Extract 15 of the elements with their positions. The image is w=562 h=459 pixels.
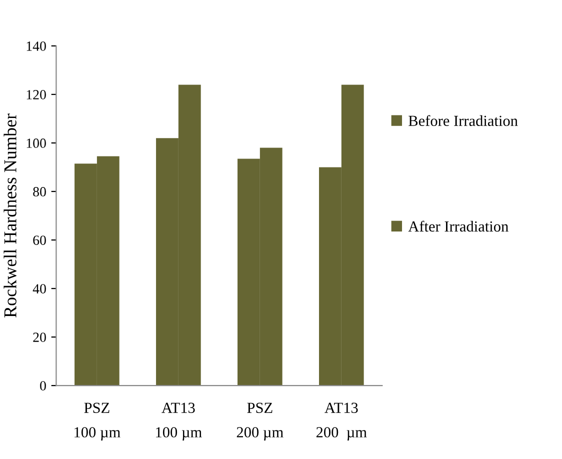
y-axis-title: Rockwell Hardness Number <box>4 114 16 318</box>
x-tick-label: AT13 200 µm <box>316 402 367 441</box>
legend-label: Before Irradiation <box>408 115 518 126</box>
x-tick-label: PSZ 200 µm <box>236 402 284 441</box>
y-tick-label: 20 <box>33 332 46 342</box>
x-tick-label: PSZ 100 µm <box>74 402 120 441</box>
y-tick-label: 120 <box>26 90 46 100</box>
y-tick-label: 80 <box>33 187 46 196</box>
legend-label: After Irradiation <box>408 220 508 232</box>
y-tick-label: 40 <box>32 284 46 294</box>
y-tick-label: 60 <box>33 236 46 245</box>
y-tick-label: 100 <box>26 138 46 148</box>
y-tick-label: 140 <box>26 41 46 51</box>
y-tick-label: 0 <box>40 381 46 391</box>
x-tick-label: AT13 100 µm <box>156 402 202 441</box>
